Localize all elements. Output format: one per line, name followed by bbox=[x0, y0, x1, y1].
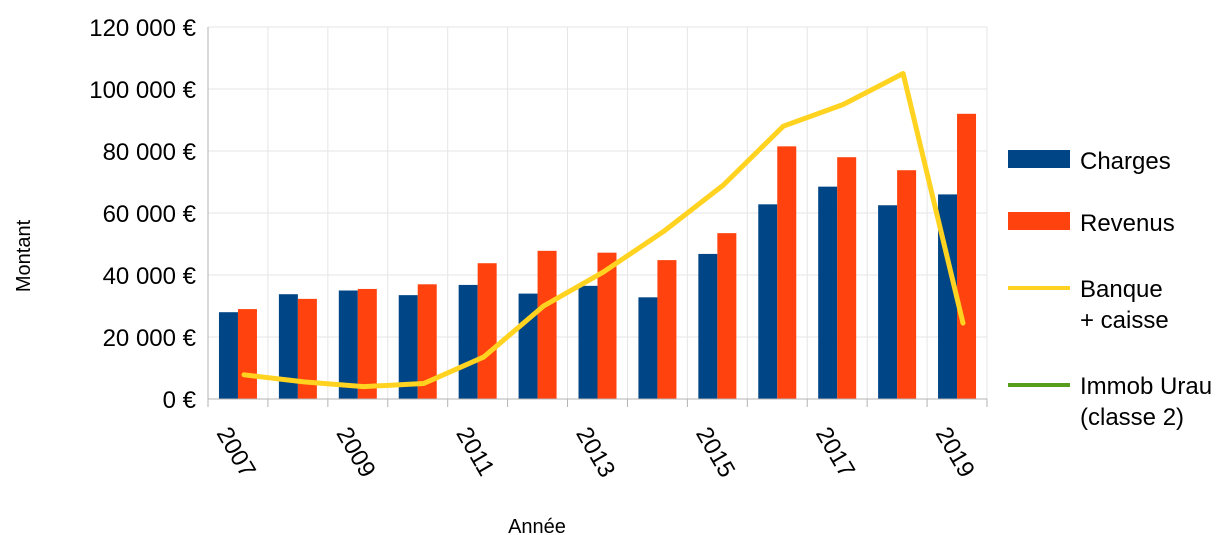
y-tick-label: 0 € bbox=[163, 387, 197, 414]
bar-charges-2012 bbox=[518, 293, 538, 399]
x-tick-label: 2013 bbox=[570, 423, 620, 483]
legend-swatch-revenus bbox=[1008, 212, 1070, 230]
legend-swatch-charges bbox=[1008, 150, 1070, 168]
bar-charges-2017 bbox=[818, 186, 838, 399]
x-axis-ticks: 2007 2009 2011 2013 2015 2017 2019 bbox=[211, 423, 980, 483]
y-tick-label: 80 000 € bbox=[103, 139, 197, 166]
bar-charges-2018 bbox=[878, 205, 898, 399]
bar-charges-2007 bbox=[218, 312, 238, 399]
y-tick-label: 60 000 € bbox=[103, 201, 197, 228]
y-tick-label: 40 000 € bbox=[103, 263, 197, 290]
y-axis-title: Montant bbox=[13, 219, 35, 292]
bar-revenus-2014 bbox=[657, 260, 677, 399]
x-tick-label: 2007 bbox=[211, 423, 261, 483]
bar-revenus-2012 bbox=[537, 250, 557, 399]
bar-revenus-2009 bbox=[357, 288, 377, 399]
x-tick-label: 2017 bbox=[810, 423, 860, 483]
bar-charges-2008 bbox=[278, 294, 298, 399]
bar-charges-2016 bbox=[758, 204, 778, 399]
bar-charges-2010 bbox=[398, 295, 418, 399]
y-tick-label: 100 000 € bbox=[89, 77, 196, 104]
axes bbox=[207, 27, 988, 407]
bar-charges-2009 bbox=[338, 290, 358, 399]
bar-revenus-2008 bbox=[297, 298, 317, 399]
legend-label-banque: Banque + caisse bbox=[1080, 276, 1169, 334]
gridlines bbox=[207, 26, 988, 400]
bar-revenus-2013 bbox=[597, 252, 617, 399]
bar-revenus-2007 bbox=[237, 309, 257, 399]
bar-charges-2013 bbox=[578, 285, 598, 399]
bar-revenus-2011 bbox=[477, 263, 497, 399]
y-tick-label: 120 000 € bbox=[89, 15, 196, 42]
line-banque-caisse bbox=[241, 71, 966, 390]
x-tick-label: 2015 bbox=[690, 423, 740, 483]
bar-revenus-2019 bbox=[957, 113, 977, 400]
y-axis-ticks: 0 € 20 000 € 40 000 € 60 000 € 80 000 € 100 0… bbox=[89, 15, 196, 414]
x-tick-label: 2009 bbox=[331, 423, 381, 483]
bar-revenus-2015 bbox=[717, 233, 737, 399]
legend-label-charges: Charges bbox=[1080, 148, 1171, 175]
bar-revenus-2018 bbox=[897, 170, 917, 399]
series-lines bbox=[241, 71, 966, 390]
bar-charges-2014 bbox=[638, 297, 658, 399]
bar-revenus-2010 bbox=[417, 284, 437, 399]
x-axis-title: Année bbox=[508, 516, 566, 535]
x-tick-label: 2011 bbox=[450, 423, 499, 481]
legend-label-immob-urau: Immob Urau (classe 2) bbox=[1080, 373, 1212, 431]
bar-revenus-2017 bbox=[837, 157, 857, 399]
bar-revenus-2016 bbox=[777, 146, 797, 399]
y-tick-label: 20 000 € bbox=[103, 325, 197, 352]
x-tick-label: 2019 bbox=[930, 423, 980, 483]
legend: Charges Revenus Banque + caisse Immob Urau (c… bbox=[1008, 148, 1212, 431]
bars bbox=[218, 113, 977, 400]
legend-label-revenus: Revenus bbox=[1080, 210, 1175, 237]
bar-charges-2011 bbox=[458, 284, 478, 399]
bar-charges-2015 bbox=[698, 253, 718, 399]
